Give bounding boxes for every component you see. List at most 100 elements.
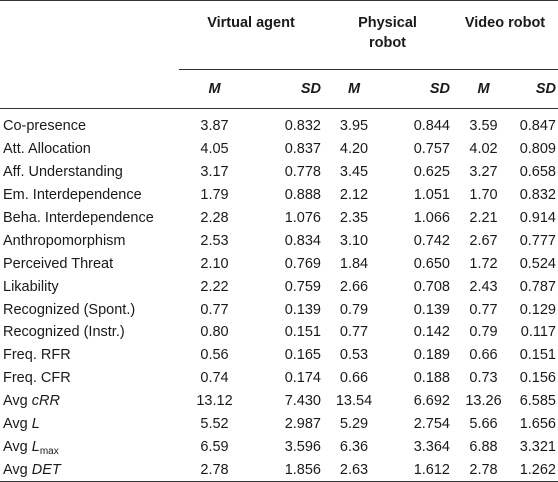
mean-cell: 2.22 [200,278,229,295]
mean-cell: 13.12 [196,393,233,410]
row-label-prefix: Avg [3,438,32,455]
mean-cell: 3.87 [200,118,229,135]
row-label-header-blank [0,69,179,109]
sd-cell: 0.524 [519,255,556,272]
row-label: Em. Interdependence [3,187,142,204]
sd-cell: 0.844 [413,118,450,135]
sd-cell: 1.656 [519,416,556,433]
mean-cell: 13.26 [465,393,502,410]
mean-cell: 2.10 [200,255,229,272]
sd-cell: 0.832 [284,118,321,135]
table-row: Avg cRR 13.12 7.430 13.54 6.692 13.26 6.585 [0,390,558,413]
group-header-row: Virtual agent Physical robot Video robot [0,0,558,70]
sd-cell: 0.742 [413,232,450,249]
sd-cell: 0.708 [413,278,450,295]
mean-cell: 0.74 [200,370,229,387]
mean-cell: 3.17 [200,164,229,181]
sd-cell: 0.757 [413,141,450,158]
row-label: Avg Lmax [0,435,179,458]
row-label-header [0,0,179,70]
row-label: Perceived Threat [3,255,114,272]
mean-cell: 2.53 [200,232,229,249]
stat-header-mean: M [452,69,515,109]
sd-cell: 0.650 [413,255,450,272]
mean-cell: 2.78 [179,458,250,482]
mean-cell: 0.73 [469,370,498,387]
mean-cell: 5.66 [469,416,498,433]
mean-cell: 1.84 [339,255,369,272]
row-label: Co-presence [3,118,87,135]
sd-cell: 1.856 [250,458,323,482]
sd-cell: 1.051 [413,187,450,204]
mean-cell: 2.35 [339,210,369,226]
mean-cell: 4.20 [339,141,369,158]
mean-cell: 0.66 [469,347,498,364]
sd-cell: 0.189 [413,347,450,364]
sd-cell: 0.174 [284,370,321,387]
row-label-prefix: Avg [3,461,32,478]
row-label: Aff. Understanding [3,164,123,181]
table-row: Avg Lmax 6.59 3.596 6.36 3.364 6.88 3.321 [0,435,558,458]
sd-cell: 3.596 [284,438,321,455]
sd-cell: 0.759 [284,278,321,295]
mean-cell: 6.59 [200,438,229,455]
sd-cell: 0.914 [519,210,556,226]
row-label-prefix: Avg [3,416,32,433]
mean-cell: 13.54 [335,393,373,410]
sd-cell: 2.754 [413,416,450,433]
stat-header-sd: SD [250,69,323,109]
mean-cell: 4.05 [200,141,229,158]
sd-cell: 0.188 [413,370,450,387]
table-row: Recognized (Instr.) 0.80 0.151 0.77 0.142 0.7… [0,321,558,344]
mean-cell: 2.63 [323,458,385,482]
sd-cell: 0.778 [284,164,321,181]
mean-cell: 3.95 [339,118,369,135]
row-label: Freq. CFR [3,370,71,387]
mean-cell: 5.52 [200,416,229,433]
table-row: Aff. Understanding 3.17 0.778 3.45 0.625 3.27… [0,161,558,184]
row-label: Anthropomorphism [3,232,126,249]
table-row: Perceived Threat 2.10 0.769 1.84 0.650 1.72 0.… [0,252,558,275]
sd-cell: 0.151 [284,324,321,341]
sd-cell: 0.156 [519,370,556,387]
mean-cell: 2.67 [469,232,498,249]
mean-cell: 4.02 [469,141,498,158]
sd-cell: 0.142 [413,324,450,341]
sd-cell: 0.151 [519,347,556,364]
sd-cell: 0.777 [519,232,556,249]
mean-cell: 3.45 [339,164,369,181]
table-body: Co-presence 3.87 0.832 3.95 0.844 3.59 0.847 At… [0,109,558,482]
mean-cell: 0.56 [200,347,229,364]
mean-cell: 2.12 [339,187,369,204]
sd-cell: 0.625 [413,164,450,181]
sd-cell: 3.364 [413,438,450,455]
table-row: Beha. Interdependence 2.28 1.076 2.35 1.066 2… [0,207,558,230]
mean-cell: 0.79 [339,301,369,318]
group-header-video-robot: Video robot [452,0,558,70]
mean-cell: 0.80 [200,324,229,341]
mean-cell: 1.70 [469,187,498,204]
table-row: Recognized (Spont.) 0.77 0.139 0.79 0.139 0.7… [0,298,558,321]
row-label: Avg cRR [0,390,179,413]
mean-cell: 0.77 [469,301,498,318]
stat-header-row: M SD M SD M SD [0,69,558,109]
mean-cell: 2.28 [200,210,229,226]
mean-cell: 2.43 [469,278,498,295]
sd-cell: 6.585 [519,393,556,410]
table-row: Freq. RFR 0.56 0.165 0.53 0.189 0.66 0.151 [0,344,558,367]
row-label: Avg L [0,413,179,436]
mean-cell: 6.36 [339,438,369,455]
sd-cell: 0.769 [284,255,321,272]
row-label: Beha. Interdependence [3,210,154,226]
mean-cell: 0.53 [339,347,369,364]
sd-cell: 0.847 [519,118,556,135]
group-header-physical-robot: Physical robot [323,0,452,70]
row-label-symbol: L [31,416,40,433]
sd-cell: 3.321 [519,438,556,455]
sd-cell: 1.262 [515,458,558,482]
row-label: Recognized (Instr.) [3,324,125,341]
row-label: Freq. RFR [3,347,71,364]
row-label: Att. Allocation [3,141,91,158]
sd-cell: 1.066 [413,210,450,226]
